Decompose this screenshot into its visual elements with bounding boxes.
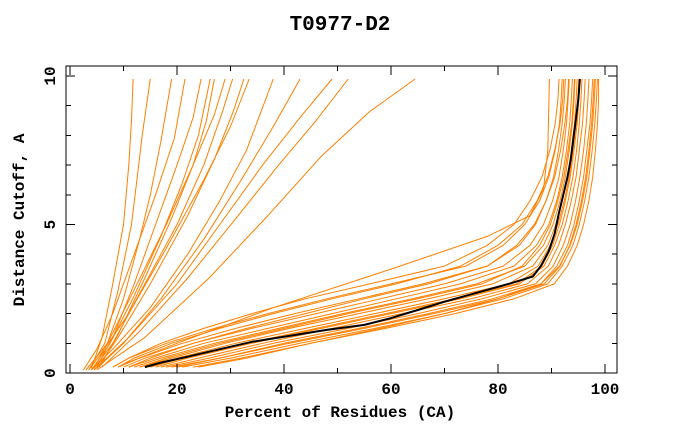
highlight-curve: [144, 78, 581, 369]
model-curve: [176, 78, 595, 368]
model-curve: [166, 78, 590, 368]
model-curve: [96, 78, 202, 368]
model-curve: [88, 78, 250, 371]
y-tick-label: 10: [42, 66, 60, 85]
model-curve: [93, 78, 173, 369]
model-curve: [128, 78, 570, 368]
y-axis-label: Distance Cutoff, A: [11, 133, 29, 306]
model-curve: [98, 78, 215, 368]
model-curve: [160, 78, 586, 368]
model-curve: [182, 78, 598, 368]
model-curve: [96, 78, 301, 369]
chart-title: T0977-D2: [290, 14, 391, 37]
series-layer: [82, 78, 600, 371]
y-tick-label: 0: [42, 368, 60, 378]
model-curve: [134, 78, 576, 368]
plot-border: [65, 65, 618, 374]
model-curve: [90, 78, 134, 369]
model-curve: [93, 78, 234, 369]
x-tick-label: 100: [591, 381, 620, 399]
model-curve: [93, 78, 333, 371]
x-axis-label: Percent of Residues (CA): [225, 404, 455, 422]
model-curve: [82, 78, 186, 371]
model-curve: [96, 78, 245, 369]
model-curve: [171, 78, 594, 368]
model-curve: [123, 78, 550, 365]
model-curve: [128, 78, 573, 368]
y-tick-label: 5: [42, 220, 60, 230]
model-curve: [139, 78, 575, 368]
model-curve: [123, 78, 570, 368]
tick-label-layer: 0 20 40 60 80 100 0 5 10: [42, 66, 619, 399]
model-curve: [96, 78, 416, 371]
model-curve: [112, 78, 560, 368]
x-tick-label: 40: [274, 381, 293, 399]
x-tick-label: 60: [381, 381, 400, 399]
axes-layer: [65, 65, 618, 374]
model-curve: [118, 78, 566, 368]
model-curve: [117, 78, 565, 368]
model-curve: [88, 78, 151, 371]
model-curve: [101, 78, 349, 368]
model-curve: [91, 78, 274, 371]
model-curve: [193, 79, 600, 368]
x-tick-label: 20: [167, 381, 186, 399]
x-tick-label: 80: [488, 381, 507, 399]
x-tick-label: 0: [65, 381, 75, 399]
model-curve: [85, 78, 226, 371]
